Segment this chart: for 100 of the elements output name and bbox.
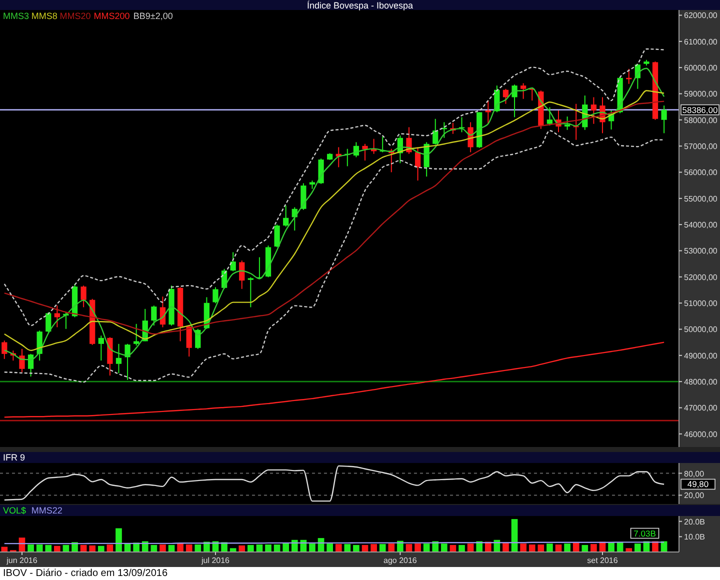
y-tick-label: 46000,00 xyxy=(684,430,718,439)
bar xyxy=(98,546,104,552)
bar xyxy=(582,544,588,552)
y-tick-label: 48000,00 xyxy=(684,378,718,387)
x-tick-label: jul 2016 xyxy=(200,556,230,565)
bar xyxy=(344,544,351,552)
bar xyxy=(564,544,570,552)
y-tick-label: 51000,00 xyxy=(684,299,718,308)
y-tick-label: 60000,00 xyxy=(684,64,718,73)
bar xyxy=(353,544,360,552)
candlestick xyxy=(98,335,104,362)
bar xyxy=(45,544,52,552)
y-tick-label: 10.0B xyxy=(684,532,705,542)
text: MMS20 xyxy=(60,11,91,21)
text: BB9±2,00 xyxy=(133,11,173,21)
bar xyxy=(467,544,474,552)
bar xyxy=(414,544,421,552)
bar xyxy=(590,544,597,552)
x-tick-label: ago 2016 xyxy=(384,556,418,565)
bar xyxy=(379,544,386,552)
line-series xyxy=(4,48,665,326)
candlestick xyxy=(195,328,201,350)
candlestick xyxy=(362,143,368,162)
candlestick xyxy=(19,348,25,373)
candlestick xyxy=(546,106,553,126)
bar xyxy=(546,544,553,552)
bar xyxy=(626,548,632,552)
text: MMS3 xyxy=(3,11,30,21)
bar xyxy=(388,544,395,552)
y-tick-label: 58000,00 xyxy=(684,116,718,125)
candlestick xyxy=(2,340,8,360)
bar xyxy=(89,545,96,552)
y-tick-label: 57000,00 xyxy=(684,142,718,152)
candlestick xyxy=(230,252,236,272)
bar xyxy=(204,542,210,552)
candlestick xyxy=(186,325,192,358)
y-tick-label: 55000,00 xyxy=(684,194,718,204)
candlestick xyxy=(151,305,157,326)
candlestick xyxy=(116,343,122,374)
bar xyxy=(282,543,290,552)
candlestick xyxy=(502,88,509,104)
candlestick xyxy=(134,323,140,346)
bar xyxy=(502,543,509,552)
x-tick-label: jun 2016 xyxy=(6,556,38,565)
y-tick-label: 20,00 xyxy=(684,491,705,500)
bar xyxy=(634,544,641,552)
y-tick-label: 52000,00 xyxy=(684,272,718,282)
text: MMS200 xyxy=(94,11,130,21)
y-tick-label: 59000,00 xyxy=(684,90,718,99)
bar xyxy=(528,544,536,552)
chart-title: Índice Bovespa - Ibovespa xyxy=(306,0,414,10)
bar xyxy=(520,544,526,552)
candlestick xyxy=(54,305,60,328)
bar xyxy=(186,544,192,552)
bar xyxy=(160,544,166,552)
bar xyxy=(370,544,377,552)
bar xyxy=(116,528,122,552)
candlestick xyxy=(661,105,667,134)
line-series xyxy=(4,130,665,383)
text: MMS22 xyxy=(31,506,62,516)
bar xyxy=(326,544,333,552)
bar xyxy=(238,545,246,552)
bar xyxy=(265,544,272,552)
candlestick xyxy=(28,353,34,378)
bar xyxy=(248,544,254,552)
chart-title: IFR 9 xyxy=(3,452,26,462)
candlestick xyxy=(283,205,289,228)
y-tick-label: 54000,00 xyxy=(684,220,718,230)
candlestick xyxy=(590,96,596,124)
y-tick-label: 80,00 xyxy=(684,469,705,478)
bar xyxy=(538,544,544,552)
annotation: 49,80 xyxy=(687,479,709,490)
candlestick xyxy=(414,146,421,182)
bar xyxy=(572,542,580,552)
y-tick-label: 47000,00 xyxy=(684,404,718,413)
bar xyxy=(458,544,465,552)
text: MMS8 xyxy=(31,11,58,21)
candlestick xyxy=(520,82,526,100)
candlestick xyxy=(432,118,438,146)
ref-line-label: 58386,00 xyxy=(682,104,718,115)
text: IBOV - Diário - criado em 13/09/2016 xyxy=(3,568,168,579)
candlestick xyxy=(564,116,570,130)
line-series xyxy=(4,465,665,502)
y-tick-label: 49000,00 xyxy=(684,351,718,360)
y-tick-label: 50000,00 xyxy=(684,325,718,334)
line-series xyxy=(4,342,665,418)
y-tick-label: 56000,00 xyxy=(684,168,718,178)
bar xyxy=(423,544,430,552)
x-tick-label: set 2016 xyxy=(587,556,618,565)
y-tick-label: 20.0B xyxy=(684,517,705,526)
bar xyxy=(28,544,34,552)
candlestick xyxy=(239,260,245,290)
annotation: 7.03B xyxy=(634,528,656,538)
bar xyxy=(309,544,316,552)
bar xyxy=(177,543,184,552)
bar xyxy=(441,544,448,552)
y-tick-label: 61000,00 xyxy=(684,37,718,46)
candlestick xyxy=(80,285,86,308)
bar xyxy=(194,544,202,552)
candlestick xyxy=(512,84,518,118)
